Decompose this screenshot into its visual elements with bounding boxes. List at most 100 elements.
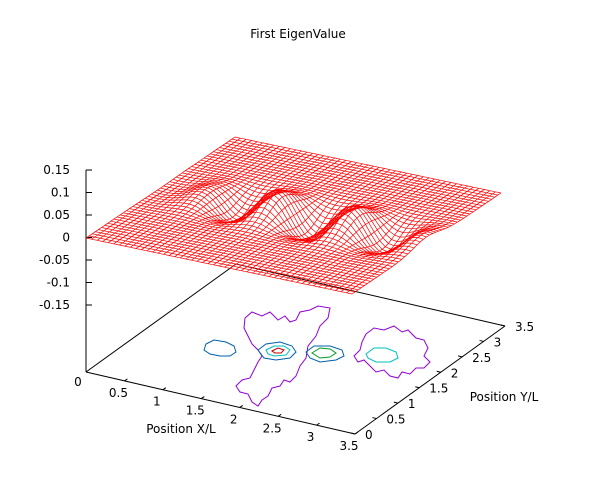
surface-mesh-line (219, 147, 486, 204)
x-tick-mark (201, 396, 205, 399)
surface-mesh-line (104, 225, 371, 282)
y-tick-label: 3.5 (515, 320, 534, 334)
surface-mesh-line (174, 155, 324, 257)
surface-mesh-line (307, 183, 457, 285)
surface-mesh-line (96, 139, 247, 241)
z-ticks: 0.15 0.1 0.05 0 -0.05 -0.1 -0.15 (39, 163, 92, 312)
surface-mesh-line (200, 159, 467, 217)
surface-mesh-line (246, 170, 396, 273)
y-tick-label: 3 (494, 335, 502, 349)
surface-mesh-line (203, 157, 471, 215)
surface-mesh-line (179, 174, 446, 230)
contour-lines (203, 305, 431, 407)
z-tick-label: 0.1 (51, 186, 70, 200)
contour-cyan-center (265, 345, 291, 357)
z-tick-label: 0.15 (43, 163, 70, 177)
surface-mesh-line (191, 158, 341, 261)
chart-title: First EigenValue (250, 27, 346, 41)
surface-mesh-line (163, 185, 430, 250)
x-axis-line (85, 371, 356, 435)
y-tick-mark (436, 370, 441, 373)
y-tick-mark (458, 355, 463, 358)
surface-mesh-line (124, 144, 274, 247)
x-tick-mark (124, 378, 128, 382)
surface-mesh-line (182, 172, 449, 228)
surface-mesh-line (154, 191, 421, 255)
contour-blue-left (203, 339, 237, 357)
surface-mesh-line (107, 222, 374, 280)
y-tick-label: 2 (451, 366, 459, 380)
surface-mesh-line (185, 170, 452, 227)
surface-mesh-line (129, 208, 396, 265)
x-tick-label: 3.5 (339, 439, 358, 453)
y-tick-label: 1.5 (429, 382, 448, 396)
x-tick-mark (277, 413, 282, 417)
x-tick-mark (239, 405, 243, 408)
z-tick-label: 0 (62, 231, 70, 245)
contour-red-center (271, 347, 285, 354)
y-tick-label: 1 (408, 397, 416, 411)
surface-mesh (85, 136, 502, 295)
surface-mesh-line (126, 210, 393, 267)
y-tick-mark (415, 386, 420, 389)
contour-blue-right (305, 345, 345, 363)
surface-mesh-line (95, 231, 362, 289)
y-tick-label: 0.5 (386, 413, 405, 427)
x-ticks: 0.5 1 1.5 2 2.5 3 3.5 (109, 378, 359, 453)
surface-mesh-line (228, 140, 495, 198)
x-tick-mark (354, 431, 359, 435)
x-tick-mark (316, 422, 320, 426)
contour-purple-left (235, 305, 331, 407)
surface-mesh-line (210, 153, 477, 211)
y-tick-label: 0 (365, 428, 373, 442)
surface-mesh-line (160, 187, 427, 253)
y-tick-mark (350, 432, 356, 435)
surface-mesh-line (194, 164, 461, 221)
surface-mesh-line (157, 189, 424, 254)
x-tick-label: 2 (230, 412, 238, 426)
surface-mesh-line (148, 195, 415, 255)
y-tick-mark (479, 339, 484, 342)
surface-mesh-line (135, 204, 402, 260)
x-tick-label: 0.5 (109, 386, 128, 400)
surface-mesh-line (141, 199, 408, 255)
y-axis-line (354, 325, 506, 435)
x-tick-label: 2.5 (263, 421, 282, 435)
y-tick-mark (372, 417, 377, 420)
surface-mesh-line (216, 149, 483, 206)
z-tick-label: -0.15 (39, 298, 70, 312)
surface-mesh-line (324, 186, 474, 289)
x-tick-label: 1.5 (186, 404, 205, 418)
surface-mesh-line (138, 202, 405, 258)
contour-green-right (311, 347, 337, 359)
surface-mesh-line (172, 179, 439, 238)
back-x-edge (235, 263, 506, 327)
x-origin-label: 0 (74, 375, 82, 389)
surface-mesh-line (123, 212, 390, 270)
axes (85, 170, 506, 435)
y-tick-mark (500, 324, 506, 327)
z-tick-label: -0.1 (47, 276, 70, 290)
surface-mesh-line (108, 141, 258, 243)
surface-mesh-line (116, 216, 384, 274)
surface-mesh-line (110, 220, 377, 278)
surface-mesh-line (207, 155, 474, 213)
surface-mesh-line (169, 181, 436, 242)
y-tick-label: 2.5 (472, 351, 491, 365)
surface-mesh-line (144, 197, 412, 255)
surface-mesh-line (351, 192, 502, 295)
contour-blue-center (257, 341, 297, 361)
surface-mesh-line (197, 161, 464, 219)
surface-mesh-line (132, 206, 399, 263)
x-tick-label: 1 (153, 395, 161, 409)
back-y-edge (85, 263, 237, 373)
surface-mesh-line (113, 218, 380, 276)
surface-mesh-line (234, 136, 502, 194)
surface-mesh-line (120, 214, 387, 272)
x-tick-label: 3 (307, 430, 315, 444)
y-axis-label: Position Y/L (470, 390, 539, 404)
x-tick-mark (162, 387, 167, 391)
z-tick-label: 0.05 (43, 208, 70, 222)
